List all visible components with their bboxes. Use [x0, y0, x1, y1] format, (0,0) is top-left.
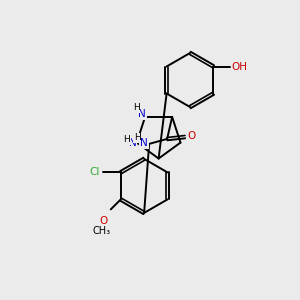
Text: O: O	[100, 216, 108, 226]
Text: N: N	[140, 138, 148, 148]
Text: N: N	[129, 138, 136, 148]
Text: H: H	[133, 103, 140, 112]
Text: N: N	[138, 109, 146, 119]
Text: O: O	[187, 131, 195, 141]
Text: H: H	[123, 135, 130, 144]
Text: CH₃: CH₃	[93, 226, 111, 236]
Text: OH: OH	[231, 61, 248, 71]
Text: H: H	[134, 134, 140, 142]
Text: Cl: Cl	[90, 167, 100, 177]
